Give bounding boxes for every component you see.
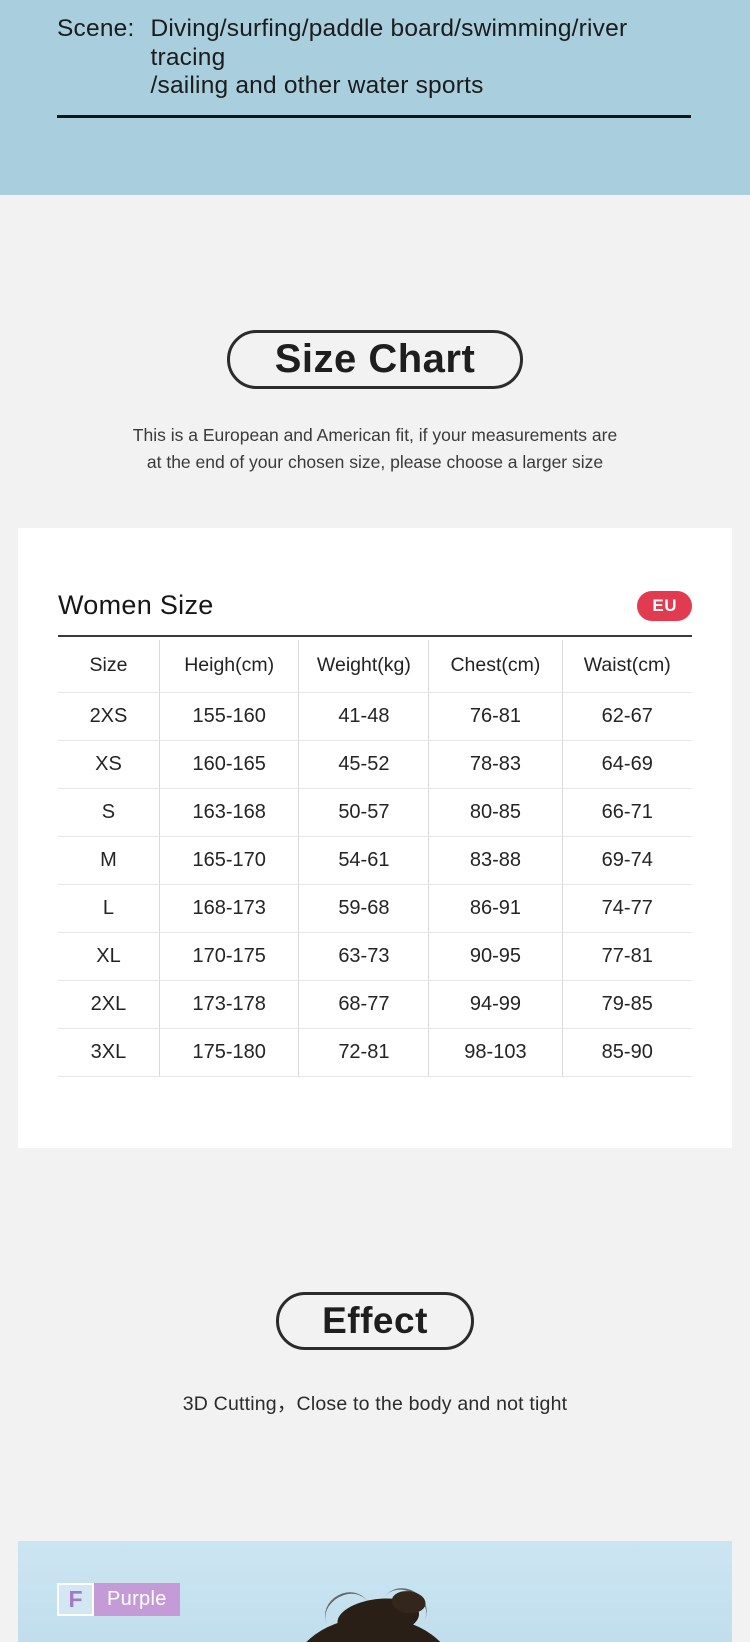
table-cell: 76-81 [428, 692, 563, 741]
table-row: 2XS 155-160 41-48 76-81 62-67 [58, 692, 692, 741]
table-cell: 175-180 [159, 1028, 300, 1077]
size-table: Size Heigh(cm) Weight(kg) Chest(cm) Waist(cm… [58, 640, 692, 1077]
table-cell: 50-57 [298, 788, 430, 837]
scene-line-1: Diving/surfing/paddle board/swimming/riv… [150, 15, 628, 71]
size-chart-card: Women Size EU Size Heigh(cm) Weight(kg) Che… [18, 528, 732, 1148]
effect-title-pill: Effect [276, 1292, 474, 1350]
scene-description: Diving/surfing/paddle board/swimming/riv… [150, 15, 693, 101]
table-cell: 98-103 [428, 1028, 563, 1077]
table-row: 2XL 173-178 68-77 94-99 79-85 [58, 980, 692, 1029]
size-chart-card-header: Women Size EU [58, 590, 692, 621]
table-cell: S [58, 788, 160, 837]
table-cell: 165-170 [159, 836, 300, 885]
table-cell: 86-91 [428, 884, 563, 933]
table-cell: 163-168 [159, 788, 300, 837]
table-cell: 68-77 [298, 980, 430, 1029]
table-cell: 160-165 [159, 740, 300, 789]
card-divider [58, 635, 692, 637]
column-header: Heigh(cm) [159, 640, 300, 693]
table-cell: 59-68 [298, 884, 430, 933]
table-cell: L [58, 884, 160, 933]
color-swatch-badge: F Purple [57, 1583, 180, 1616]
scene-line-2: /sailing and other water sports [150, 72, 484, 99]
table-cell: 90-95 [428, 932, 563, 981]
table-cell: 62-67 [562, 692, 692, 741]
table-row: XS 160-165 45-52 78-83 64-69 [58, 740, 692, 789]
size-chart-title: Size Chart [274, 337, 476, 381]
table-row: L 168-173 59-68 86-91 74-77 [58, 884, 692, 933]
women-size-heading: Women Size [58, 590, 214, 620]
table-cell: 83-88 [428, 836, 563, 885]
effect-title: Effect [322, 1300, 428, 1341]
column-header: Chest(cm) [428, 640, 563, 693]
table-cell: XL [58, 932, 160, 981]
table-cell: 2XL [58, 980, 160, 1029]
table-cell: 77-81 [562, 932, 692, 981]
table-cell: 2XS [58, 692, 160, 741]
table-cell: 66-71 [562, 788, 692, 837]
scene-label: Scene: [57, 15, 135, 42]
table-row: 3XL 175-180 72-81 98-103 85-90 [58, 1028, 692, 1077]
effect-subtitle: 3D Cutting，Close to the body and not tig… [182, 1393, 568, 1415]
table-cell: 54-61 [298, 836, 430, 885]
table-cell: 80-85 [428, 788, 563, 837]
table-row: XL 170-175 63-73 90-95 77-81 [58, 932, 692, 981]
size-chart-subtitle-line-1: This is a European and American fit, if … [132, 425, 618, 445]
model-head [290, 1617, 456, 1642]
table-cell: XS [58, 740, 160, 789]
table-cell: 63-73 [298, 932, 430, 981]
table-cell: 94-99 [428, 980, 563, 1029]
size-table-body: 2XS 155-160 41-48 76-81 62-67 XS 160-165 45-52 7… [58, 692, 692, 1077]
table-cell: 74-77 [562, 884, 692, 933]
table-cell: 41-48 [298, 692, 430, 741]
table-cell: 64-69 [562, 740, 692, 789]
table-cell: 69-74 [562, 836, 692, 885]
table-cell: 45-52 [298, 740, 430, 789]
table-cell: 170-175 [159, 932, 300, 981]
size-table-head-row: Size Heigh(cm) Weight(kg) Chest(cm) Waist(cm… [58, 640, 692, 693]
table-cell: 155-160 [159, 692, 300, 741]
table-cell: M [58, 836, 160, 885]
size-chart-subtitle: This is a European and American fit, if … [0, 422, 750, 476]
column-header: Waist(cm) [562, 640, 692, 693]
scene-banner: Scene: Diving/surfing/paddle board/swimm… [0, 0, 750, 195]
eu-region-badge: EU [637, 590, 692, 621]
table-cell: 168-173 [159, 884, 300, 933]
table-cell: 85-90 [562, 1028, 692, 1077]
table-cell: 173-178 [159, 980, 300, 1029]
scene-text: Scene: Diving/surfing/paddle board/swimm… [57, 15, 693, 101]
model-photo: F Purple [18, 1541, 732, 1642]
size-chart-subtitle-line-2: at the end of your chosen size, please c… [146, 452, 604, 472]
swatch-letter-icon: F [57, 1583, 94, 1616]
column-header: Weight(kg) [298, 640, 430, 693]
table-cell: 79-85 [562, 980, 692, 1029]
table-cell: 78-83 [428, 740, 563, 789]
column-header: Size [58, 640, 160, 693]
table-row: S 163-168 50-57 80-85 66-71 [58, 788, 692, 837]
table-cell: 3XL [58, 1028, 160, 1077]
banner-underline [57, 114, 691, 118]
table-cell: 72-81 [298, 1028, 430, 1077]
size-chart-title-pill: Size Chart [227, 330, 523, 389]
color-name-label: Purple [94, 1583, 180, 1616]
table-row: M 165-170 54-61 83-88 69-74 [58, 836, 692, 885]
